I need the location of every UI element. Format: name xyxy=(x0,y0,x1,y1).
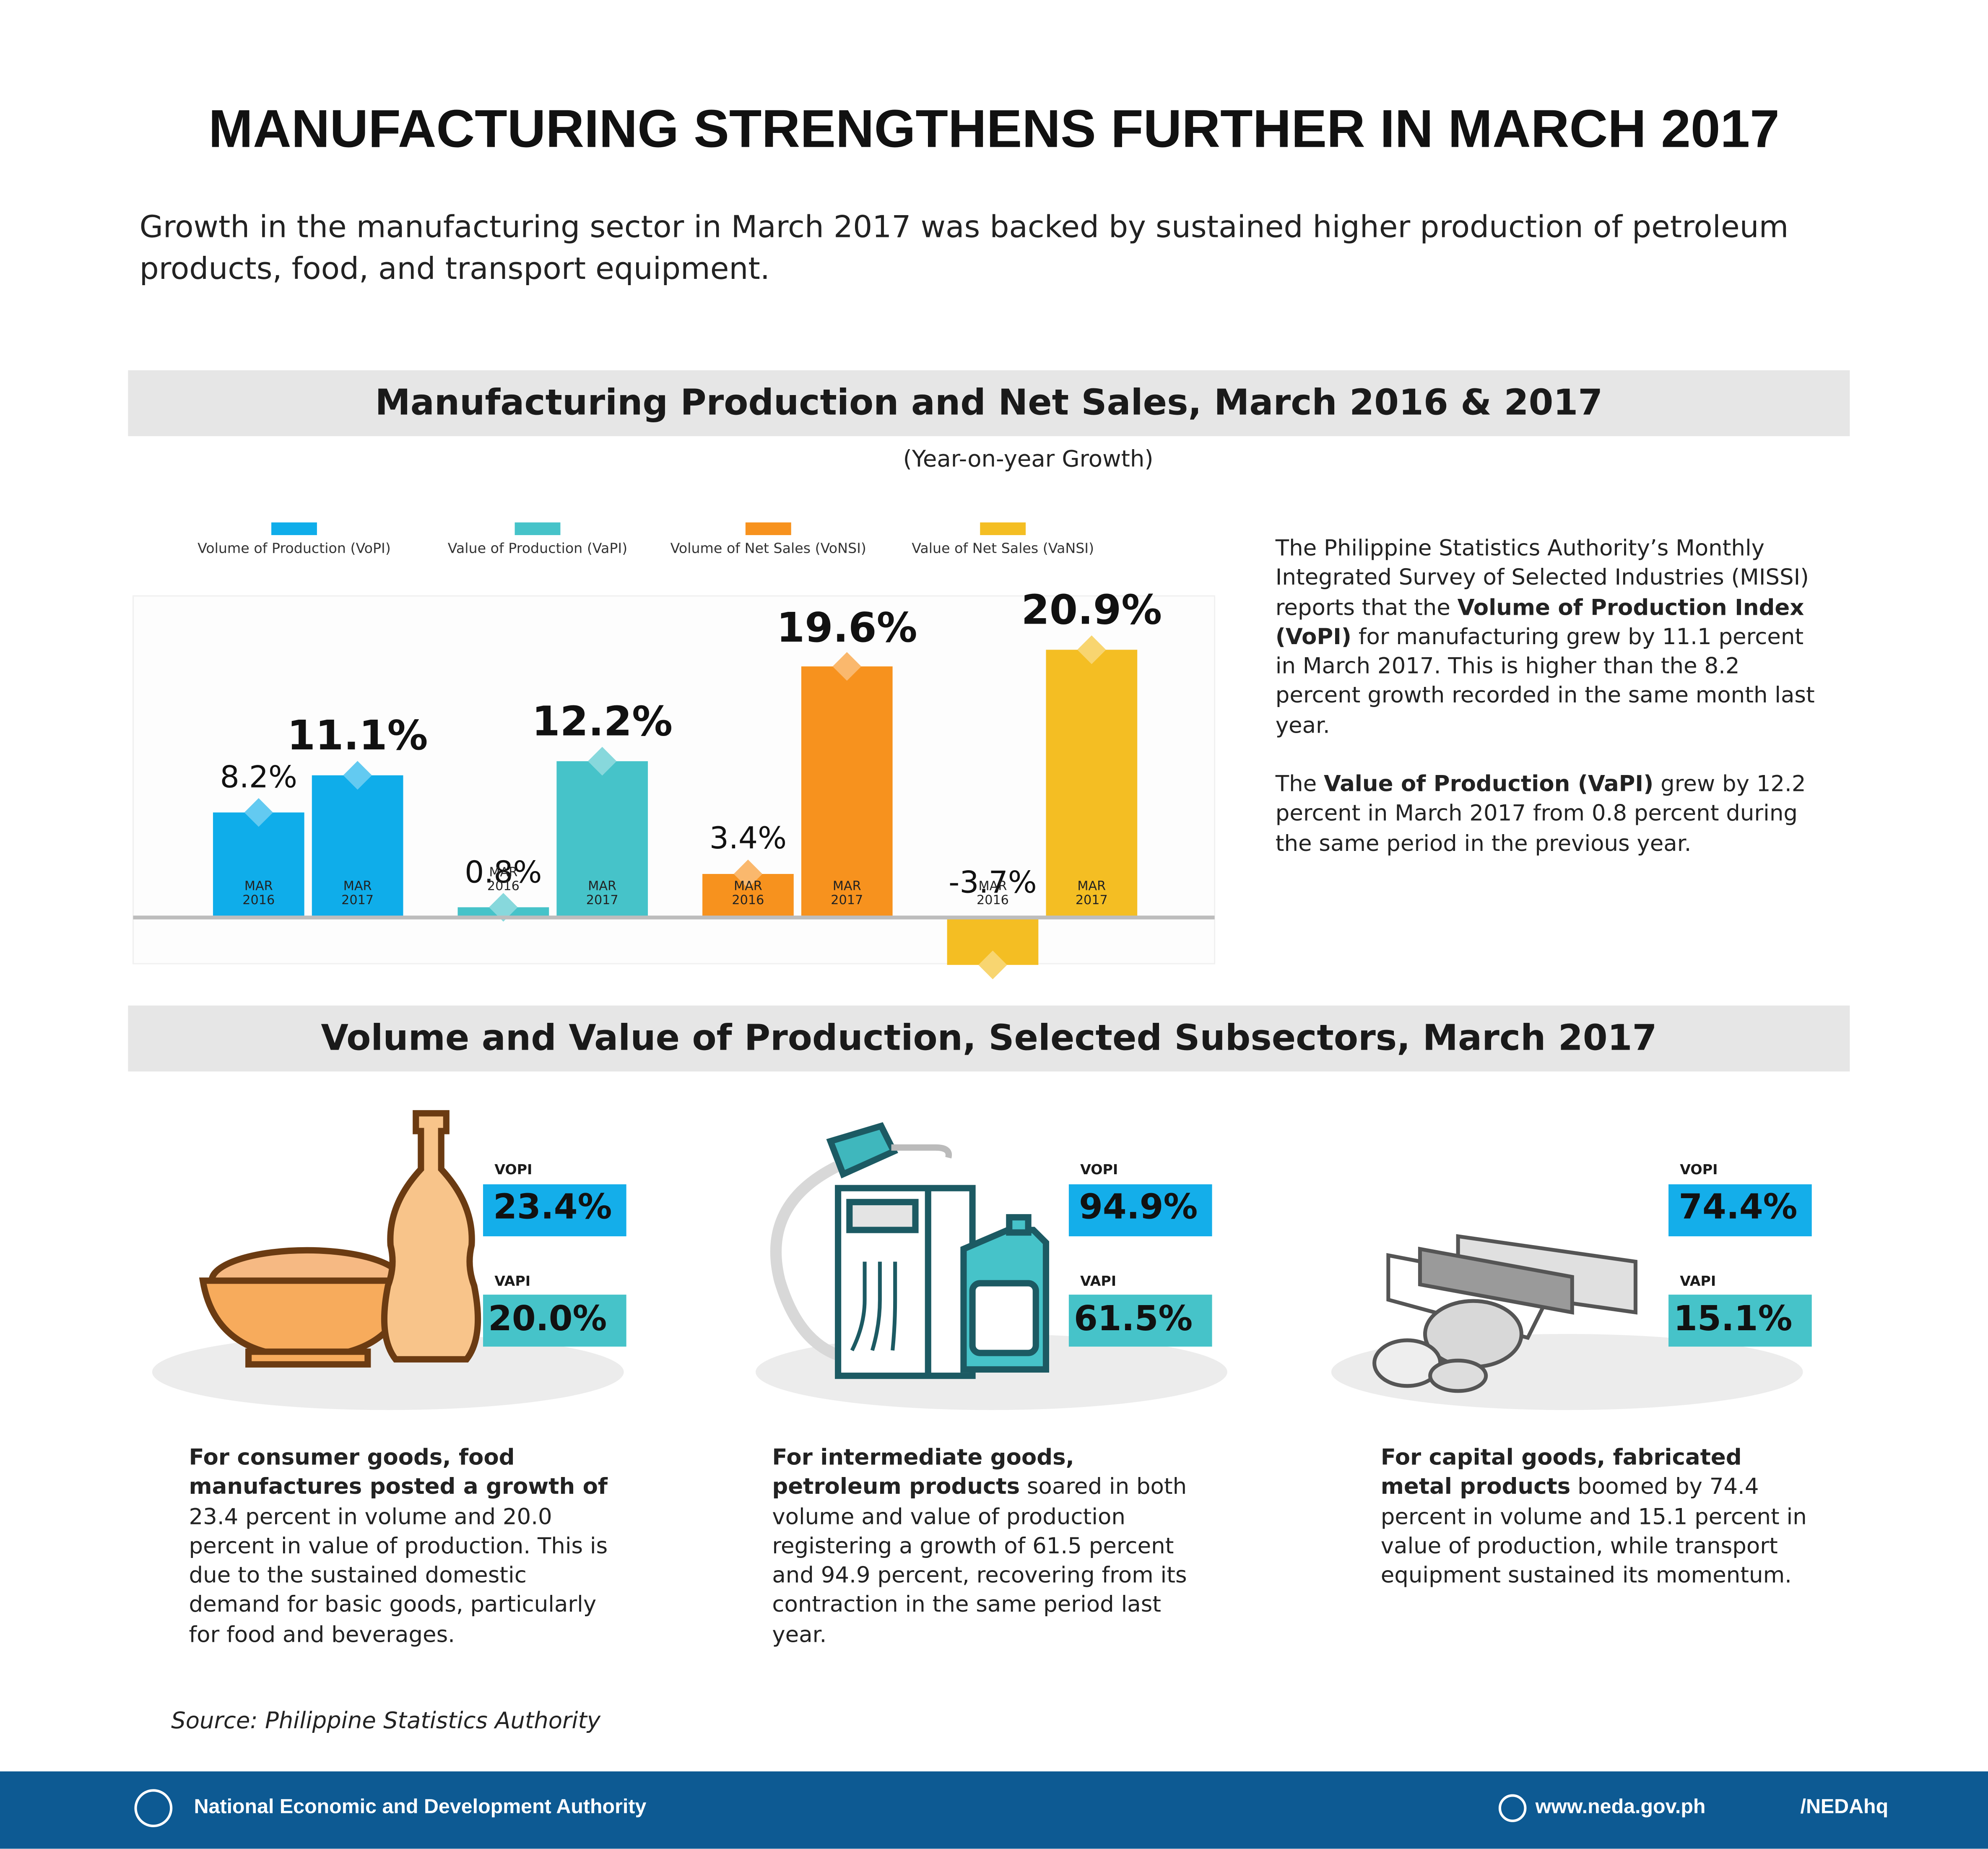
value-label: 20.9% xyxy=(1021,586,1162,635)
text-run: The xyxy=(1275,772,1324,798)
fuel-icon xyxy=(770,1122,1050,1379)
vopi-value: 23.4% xyxy=(493,1188,612,1227)
intro: Growth in the manufacturing sector in Ma… xyxy=(139,209,1789,287)
text-run: for manufacturing grew by 11.1 percent i… xyxy=(1275,625,1815,739)
footer-social: /NEDAhq xyxy=(1800,1797,1889,1818)
side-paragraph: The Value of Production (VaPI) grew by 1… xyxy=(1276,771,1823,859)
value-label: 8.2% xyxy=(220,759,297,795)
category-label: MAR 2017 xyxy=(831,880,863,908)
panel-description: For intermediate goods, petroleum produc… xyxy=(772,1444,1206,1651)
section-band xyxy=(128,370,1850,437)
text-run: boomed by 74.4 percent in volume and 15.… xyxy=(1380,1475,1807,1589)
section-title: Volume and Value of Production, Selected… xyxy=(321,1017,1657,1059)
bar-marker xyxy=(733,859,763,889)
text-run: The Philippine Statistics Authority’s Mo… xyxy=(1275,536,1809,621)
chart-title: Manufacturing Production and Net Sales, … xyxy=(375,382,1603,424)
value-label: -3.7% xyxy=(949,864,1037,900)
vopi-label: VOPI xyxy=(494,1161,533,1178)
vapi-label: VAPI xyxy=(1680,1273,1716,1290)
bar-marker xyxy=(588,746,617,776)
vapi-box xyxy=(1668,1295,1812,1347)
metal-icon xyxy=(1372,1234,1637,1393)
category-label: MAR 2016 xyxy=(976,880,1009,908)
text-run: For consumer goods, food manufactures po… xyxy=(189,1445,608,1501)
bar-marker xyxy=(489,893,518,922)
logo xyxy=(134,1789,173,1828)
vapi-value: 20.0% xyxy=(488,1300,607,1339)
legend-label: Value of Net Sales (VaNSI) xyxy=(912,540,1094,557)
globe-icon xyxy=(1498,1794,1527,1822)
text-run: 23.4 percent in volume and 20.0 percent … xyxy=(189,1504,608,1649)
vopi-value: 94.9% xyxy=(1079,1188,1198,1227)
footer-org: National Economic and Development Author… xyxy=(194,1797,647,1818)
bar xyxy=(556,761,648,918)
bar-marker xyxy=(1077,635,1106,664)
section-band xyxy=(128,1005,1850,1071)
category-label: MAR 2017 xyxy=(586,880,618,908)
vopi-label: VOPI xyxy=(1080,1161,1118,1178)
vopi-box xyxy=(1668,1184,1812,1237)
value-label: 3.4% xyxy=(709,820,787,856)
footer-band xyxy=(0,1771,1988,1849)
value-label: 11.1% xyxy=(287,712,428,760)
vapi-label: VAPI xyxy=(1080,1273,1117,1290)
legend-swatch xyxy=(745,522,791,535)
bar-marker xyxy=(343,761,372,790)
legend-swatch xyxy=(515,522,561,535)
value-label: 19.6% xyxy=(776,603,917,651)
value-label: 0.8% xyxy=(465,854,542,890)
value-label: 12.2% xyxy=(532,697,673,746)
panel-description: For consumer goods, food manufactures po… xyxy=(189,1444,623,1651)
text-run: soared in both volume and value of produ… xyxy=(772,1475,1187,1649)
vopi-box xyxy=(1068,1184,1212,1237)
bar-marker xyxy=(832,652,861,681)
vopi-label: VOPI xyxy=(1680,1161,1718,1178)
bar-marker xyxy=(978,950,1007,980)
vapi-box xyxy=(1068,1295,1212,1347)
page-title: MANUFACTURING STRENGTHENS FURTHER IN MAR… xyxy=(208,99,1780,159)
category-label: MAR 2016 xyxy=(732,880,764,908)
bar xyxy=(312,775,403,918)
legend-label: Volume of Net Sales (VoNSI) xyxy=(670,540,866,557)
food-icon xyxy=(199,1110,481,1368)
side-paragraph: The Philippine Statistics Authority’s Mo… xyxy=(1276,535,1823,742)
chart-subtitle: (Year-on-year Growth) xyxy=(903,446,1154,473)
category-label: MAR 2017 xyxy=(1075,880,1108,908)
category-label: MAR 2017 xyxy=(341,880,374,908)
vapi-value: 15.1% xyxy=(1674,1300,1793,1339)
vapi-label: VAPI xyxy=(494,1273,531,1290)
category-label: MAR 2016 xyxy=(487,866,520,894)
category-label: MAR 2016 xyxy=(242,880,275,908)
panel-description: For capital goods, fabricated metal prod… xyxy=(1381,1444,1814,1592)
vapi-box xyxy=(483,1295,626,1347)
legend-swatch xyxy=(980,522,1026,535)
text-run: For intermediate goods, petroleum produc… xyxy=(772,1445,1074,1501)
bar xyxy=(801,666,893,918)
legend-label: Volume of Production (VoPI) xyxy=(198,540,391,557)
text-run: grew by 12.2 percent in March 2017 from … xyxy=(1275,772,1806,857)
bar xyxy=(213,812,304,918)
vopi-box xyxy=(483,1184,626,1237)
vopi-value: 74.4% xyxy=(1679,1188,1798,1227)
footer-website: www.neda.gov.ph xyxy=(1535,1797,1706,1818)
text-run: Value of Production (VaPI) xyxy=(1324,772,1654,798)
text-run: Volume of Production Index (VoPI) xyxy=(1275,595,1804,650)
text-run: For capital goods, fabricated metal prod… xyxy=(1380,1445,1742,1501)
legend-label: Value of Production (VaPI) xyxy=(447,540,628,557)
legend-swatch xyxy=(271,522,317,535)
source: Source: Philippine Statistics Authority xyxy=(171,1708,601,1735)
vapi-value: 61.5% xyxy=(1073,1300,1193,1339)
bar xyxy=(1046,650,1138,918)
